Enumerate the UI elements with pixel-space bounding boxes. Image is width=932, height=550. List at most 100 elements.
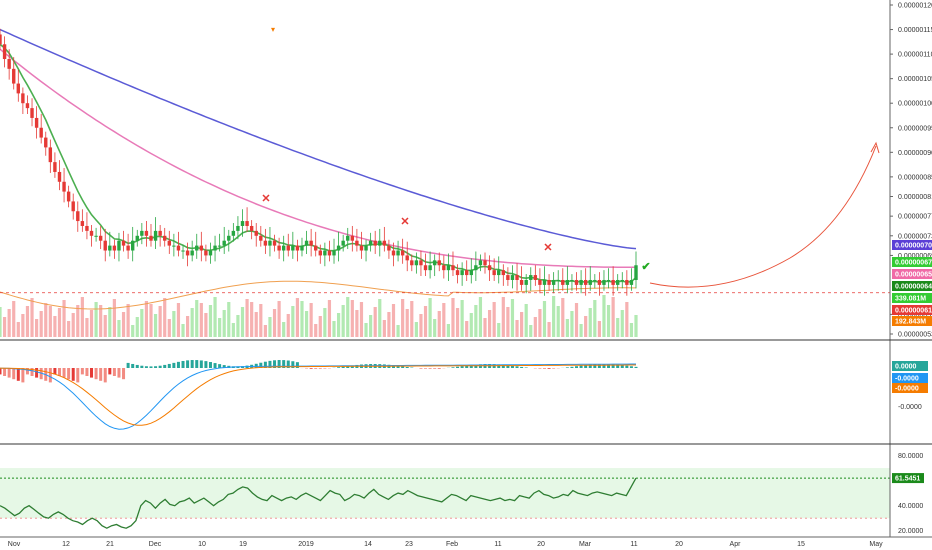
candle-body <box>332 250 336 256</box>
time-tick-label: 15 <box>797 541 805 548</box>
candle-body <box>314 245 318 251</box>
volume-bar <box>172 311 176 337</box>
volume-bar <box>346 297 350 337</box>
volume-bar <box>149 304 153 337</box>
candle-body <box>30 108 34 118</box>
price-tag-label: 339.081M <box>895 296 926 303</box>
macd-histogram-bar <box>620 365 624 368</box>
candle-body <box>76 211 80 222</box>
volume-bar <box>309 303 313 337</box>
candle-body <box>263 240 268 246</box>
volume-bar <box>579 324 583 337</box>
price-tick-label: 0.00000105 <box>898 76 932 83</box>
macd-pane[interactable] <box>0 360 638 430</box>
volume-bar <box>39 311 43 337</box>
candle-body <box>341 240 345 246</box>
volume-bar <box>62 300 66 337</box>
time-tick-label: 19 <box>239 541 247 548</box>
candle-body <box>295 245 300 251</box>
volume-bar <box>552 296 556 337</box>
candle-body <box>89 230 94 236</box>
macd-histogram-bar <box>222 365 226 368</box>
volume-bar <box>634 315 638 337</box>
macd-histogram-bar <box>607 364 611 368</box>
volume-bar <box>199 303 203 337</box>
candle-body <box>222 240 226 246</box>
macd-histogram-bar <box>314 368 318 369</box>
candle-body <box>71 201 75 212</box>
candle-body <box>48 147 53 163</box>
candle-body <box>185 250 190 256</box>
volume-bar <box>474 305 478 337</box>
macd-histogram-bar <box>465 365 469 368</box>
candle-body <box>16 83 21 94</box>
price-tag-label: 192.843M <box>895 319 926 326</box>
macd-histogram-bar <box>7 368 11 378</box>
volume-bar <box>286 314 290 337</box>
candle-body <box>583 279 588 285</box>
volume-bar <box>611 297 615 337</box>
macd-histogram-bar <box>112 368 116 376</box>
candle-body <box>34 117 39 128</box>
volume-bar <box>446 324 451 337</box>
candle-body <box>373 240 377 246</box>
price-tick-label: 0.00000081 <box>898 194 932 201</box>
macd-histogram-bar <box>135 364 139 368</box>
volume-bar <box>492 302 496 337</box>
candle-body <box>602 279 606 285</box>
volume-bar <box>483 318 487 337</box>
volume-bar <box>451 298 455 337</box>
volume-bar <box>103 315 107 337</box>
price-tick-label: 0.00000100 <box>898 101 932 108</box>
candle-body <box>281 245 286 251</box>
volume-bar <box>593 300 597 337</box>
rsi-band <box>0 468 890 519</box>
time-tick-label: May <box>869 541 883 548</box>
macd-histogram-bar <box>337 367 341 368</box>
volume-bar <box>565 319 569 337</box>
candle-body <box>25 103 30 109</box>
candle-body <box>103 240 107 251</box>
candle-body <box>346 235 350 241</box>
macd-histogram-bar <box>405 367 409 368</box>
candle-body <box>149 235 153 241</box>
price-tag-label: 0.00000064 <box>895 284 932 291</box>
volume-bar <box>222 310 226 337</box>
volume-bar <box>414 322 418 337</box>
macd-histogram-bar <box>428 368 432 369</box>
candle-body <box>519 279 524 285</box>
price-tag <box>892 305 932 315</box>
price-pane[interactable]: ✕ ✕ ✕ ✔ ▾ <box>0 25 890 337</box>
macd-histogram-bar <box>346 366 350 368</box>
candle-body <box>400 250 405 256</box>
candle-body <box>387 245 391 251</box>
candle-body <box>80 221 85 226</box>
price-tick-label: 0.00000090 <box>898 150 932 157</box>
volume-bar <box>204 313 208 337</box>
candle-body <box>478 260 483 266</box>
volume-bar <box>423 306 428 337</box>
volume-bar <box>176 303 181 337</box>
macd-histogram-bar <box>131 363 135 368</box>
volume-bar <box>0 307 2 337</box>
volume-bar <box>135 317 139 337</box>
rsi-pane[interactable] <box>0 468 890 529</box>
volume-bar <box>7 309 11 337</box>
price-tick-label: 0.00000057 <box>898 312 932 319</box>
candle-body <box>195 245 199 251</box>
macd-histogram-bar <box>565 367 569 368</box>
candle-body <box>286 245 290 251</box>
candle-body <box>12 68 16 84</box>
candle-body <box>414 260 419 266</box>
macd-histogram-bar <box>286 360 290 368</box>
macd-histogram-bar <box>588 364 592 368</box>
volume-bar <box>401 299 405 337</box>
volume-bar <box>35 319 39 337</box>
volume-bar <box>121 312 126 337</box>
macd-histogram-bar <box>85 368 89 376</box>
time-tick-label: 20 <box>675 541 683 548</box>
candle-body <box>172 245 176 247</box>
macd-histogram-bar <box>570 366 574 368</box>
